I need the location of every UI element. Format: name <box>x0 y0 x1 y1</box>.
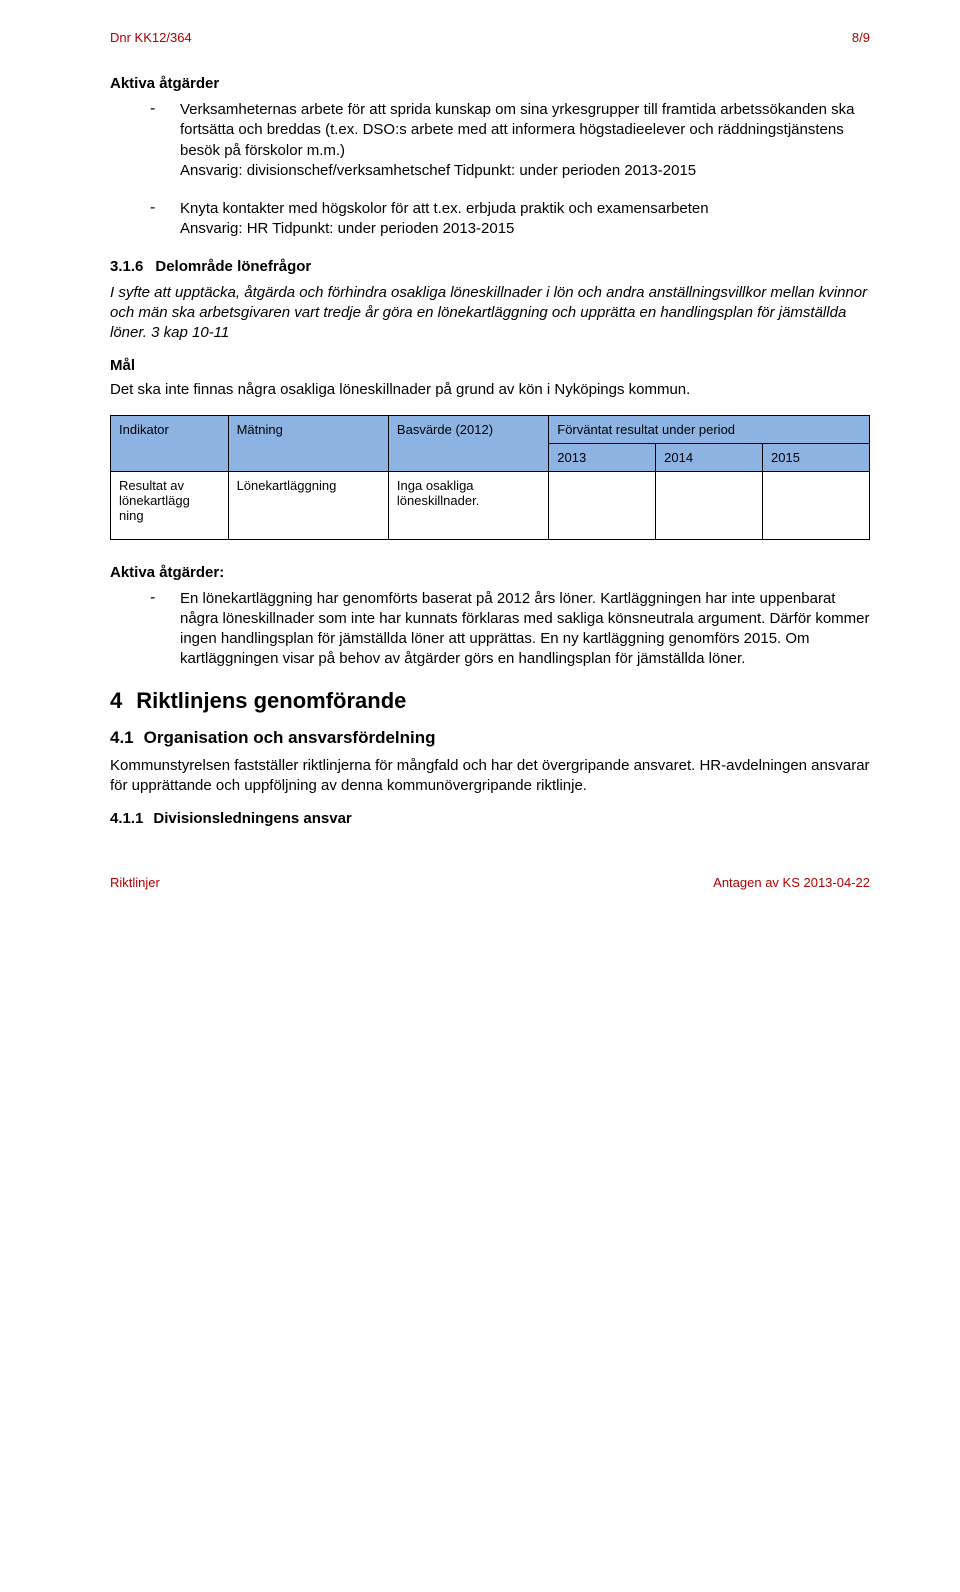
italic-paragraph: I syfte att upptäcka, åtgärda och förhin… <box>110 283 870 344</box>
th-baseline: Basvärde (2012) <box>388 415 548 471</box>
td-2013 <box>549 471 656 539</box>
footer-right: Antagen av KS 2013-04-22 <box>713 875 870 890</box>
h2-title: Riktlinjens genomförande <box>136 688 406 713</box>
subsection-number: 3.1.6 <box>110 258 143 275</box>
th-indicator: Indikator <box>111 415 229 471</box>
heading-level-2: 4 Riktlinjens genomförande <box>110 688 870 714</box>
page-footer: Riktlinjer Antagen av KS 2013-04-22 <box>0 875 960 910</box>
h4-number: 4.1.1 <box>110 810 143 827</box>
page-header: Dnr KK12/364 8/9 <box>110 30 870 45</box>
td-2015 <box>763 471 870 539</box>
dash-icon: - <box>150 589 180 670</box>
list-item: - En lönekartläggning har genomförts bas… <box>150 589 870 670</box>
td-baseline: Inga osakliga löneskillnader. <box>388 471 548 539</box>
th-measurement: Mätning <box>228 415 388 471</box>
td-measurement: Lönekartläggning <box>228 471 388 539</box>
h3-number: 4.1 <box>110 728 134 747</box>
bullet-list-1: - Verksamheternas arbete för att sprida … <box>150 100 870 181</box>
table-row: Resultat av lönekartläggning Lönekartläg… <box>111 471 870 539</box>
subsection-title: Delområde lönefrågor <box>155 258 311 275</box>
h4-title: Divisionsledningens ansvar <box>153 810 351 827</box>
list-item: - Knyta kontakter med högskolor för att … <box>150 199 870 240</box>
section-heading-active-measures-2: Aktiva åtgärder: <box>110 564 870 581</box>
indicator-table: Indikator Mätning Basvärde (2012) Förvän… <box>110 415 870 540</box>
bullet-list-2: - En lönekartläggning har genomförts bas… <box>150 589 870 670</box>
bullet-text: Verksamheternas arbete för att sprida ku… <box>180 100 870 181</box>
page-number: 8/9 <box>852 30 870 45</box>
dash-icon: - <box>150 100 180 181</box>
heading-level-3: 4.1 Organisation och ansvarsfördelning <box>110 728 870 748</box>
bullet-list-1b: - Knyta kontakter med högskolor för att … <box>150 199 870 240</box>
dash-icon: - <box>150 199 180 240</box>
subsection-heading: 3.1.6 Delområde lönefrågor <box>110 258 870 275</box>
heading-level-4: 4.1.1 Divisionsledningens ansvar <box>110 810 870 827</box>
bullet-text: Knyta kontakter med högskolor för att t.… <box>180 199 870 240</box>
footer-left: Riktlinjer <box>110 875 160 890</box>
td-2014 <box>656 471 763 539</box>
section-heading-active-measures: Aktiva åtgärder <box>110 75 870 92</box>
list-item: - Verksamheternas arbete för att sprida … <box>150 100 870 181</box>
h2-number: 4 <box>110 688 122 713</box>
doc-number: Dnr KK12/364 <box>110 30 192 45</box>
goal-text: Det ska inte finnas några osakliga lönes… <box>110 380 870 400</box>
bullet-text: En lönekartläggning har genomförts baser… <box>180 589 870 670</box>
th-2013: 2013 <box>549 443 656 471</box>
td-indicator: Resultat av lönekartläggning <box>111 471 229 539</box>
th-expected: Förväntat resultat under period <box>549 415 870 443</box>
goal-label: Mål <box>110 357 870 374</box>
th-2015: 2015 <box>763 443 870 471</box>
th-2014: 2014 <box>656 443 763 471</box>
body-paragraph: Kommunstyrelsen fastställer riktlinjerna… <box>110 756 870 797</box>
h3-title: Organisation och ansvarsfördelning <box>144 728 436 747</box>
